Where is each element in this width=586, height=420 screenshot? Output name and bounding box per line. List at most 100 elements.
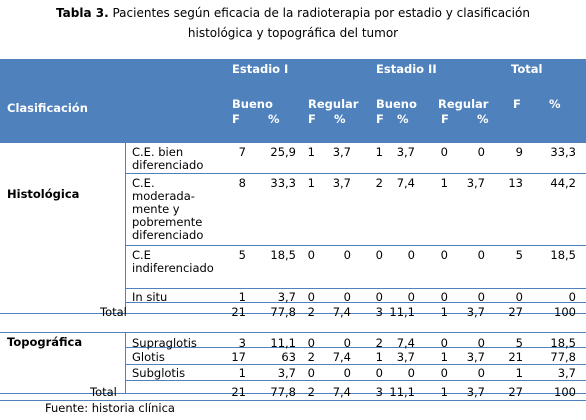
- table-cell: 0: [307, 366, 315, 380]
- table-cell: 63: [281, 350, 296, 364]
- table-cell: 11,1: [389, 305, 415, 319]
- table-cell: 7,4: [396, 176, 415, 190]
- table-cell: 27: [508, 385, 523, 399]
- table-cell: 5: [515, 248, 523, 262]
- header-f-4: F: [441, 112, 449, 126]
- table-cell: 7,4: [332, 305, 351, 319]
- caption-label: Tabla 3.: [56, 6, 109, 20]
- table-cell: 18,5: [270, 248, 296, 262]
- table-cell: 0: [375, 290, 383, 304]
- divider-horizontal: [125, 173, 586, 174]
- table-cell: 2: [307, 385, 315, 399]
- table-cell: 2: [307, 305, 315, 319]
- header-bueno-2: Bueno: [376, 97, 417, 111]
- table-cell: 0: [568, 290, 576, 304]
- table-cell: 0: [407, 366, 415, 380]
- table-cell: 0: [407, 248, 415, 262]
- row-label-line: Subglotis: [132, 366, 186, 380]
- table-cell: 33,3: [550, 145, 576, 159]
- divider-horizontal: [0, 400, 586, 401]
- table-cell: 3,7: [466, 305, 485, 319]
- row-label-line: Supraglotis: [132, 336, 197, 350]
- table-cell: 0: [343, 290, 351, 304]
- table-cell: 0: [515, 290, 523, 304]
- table-cell: 0: [477, 290, 485, 304]
- table-cell: 21: [231, 385, 246, 399]
- table-cell: 5: [515, 336, 523, 350]
- table-cell: 3,7: [396, 145, 415, 159]
- row-label: Total: [90, 386, 117, 399]
- header-f-2: F: [308, 112, 316, 126]
- table-cell: 0: [440, 366, 448, 380]
- group-histologica: Histológica: [7, 187, 80, 201]
- table-cell: 3,7: [557, 366, 576, 380]
- header-f-1: F: [232, 112, 240, 126]
- row-label-line: C.E.: [132, 176, 155, 190]
- row-label: C.E. moderada-mente y pobremente diferencia…: [132, 177, 203, 242]
- row-label-line: diferenciado: [132, 228, 204, 242]
- divider-horizontal: [0, 332, 586, 333]
- row-label-line: C.E: [132, 248, 151, 262]
- caption-text: Pacientes según eficacia de la radiotera…: [108, 6, 530, 20]
- header-f-3: F: [376, 112, 384, 126]
- table-cell: 0: [477, 336, 485, 350]
- divider-horizontal: [0, 142, 586, 143]
- table-cell: 0: [307, 290, 315, 304]
- table-cell: 0: [477, 366, 485, 380]
- row-label: Subglotis: [132, 367, 185, 380]
- table-cell: 3: [238, 336, 246, 350]
- table-cell: 17: [231, 350, 246, 364]
- table-cell: 1: [375, 350, 383, 364]
- row-label-line: indiferenciado: [132, 261, 214, 275]
- row-label-line: Total: [100, 305, 127, 319]
- table-cell: 33,3: [270, 176, 296, 190]
- table-cell: 3,7: [277, 366, 296, 380]
- table-cell: 3: [375, 305, 383, 319]
- row-label: Glotis: [132, 351, 165, 364]
- table-cell: 77,8: [270, 305, 296, 319]
- table-caption: Tabla 3. Pacientes según eficacia de la …: [0, 3, 586, 43]
- group-topografica: Topográfica: [7, 335, 83, 349]
- table-header: Estadio I Estadio II Total Clasificación…: [0, 59, 586, 142]
- table-cell: 0: [375, 366, 383, 380]
- table-cell: 0: [440, 248, 448, 262]
- table-cell: 0: [407, 290, 415, 304]
- divider-horizontal: [125, 364, 586, 365]
- row-label-line: mente y: [132, 202, 180, 216]
- table-cell: 3: [375, 385, 383, 399]
- table-cell: 0: [440, 336, 448, 350]
- table-cell: 0: [440, 145, 448, 159]
- table-cell: 7: [238, 145, 246, 159]
- divider-horizontal: [125, 380, 586, 381]
- table-cell: 1: [375, 145, 383, 159]
- divider-vertical: [125, 332, 126, 393]
- header-pct-4: %: [477, 112, 489, 126]
- divider-horizontal: [125, 302, 586, 303]
- row-label-line: C.E. bien: [132, 145, 184, 159]
- table-cell: 77,8: [270, 385, 296, 399]
- table-cell: 100: [554, 385, 576, 399]
- table-cell: 18,5: [550, 336, 576, 350]
- divider-horizontal: [0, 313, 586, 314]
- table-cell: 1: [307, 145, 315, 159]
- table-cell: 21: [508, 350, 523, 364]
- row-label: In situ: [132, 291, 167, 304]
- table-cell: 3,7: [466, 385, 485, 399]
- table-cell: 0: [307, 336, 315, 350]
- table-cell: 27: [508, 305, 523, 319]
- row-label-line: moderada-: [132, 189, 195, 203]
- header-bueno-1: Bueno: [232, 97, 273, 111]
- header-clasificacion: Clasificación: [7, 101, 88, 115]
- table-cell: 3,7: [396, 350, 415, 364]
- table-cell: 1: [440, 350, 448, 364]
- row-label-line: Total: [90, 385, 117, 399]
- row-label: C.E indiferenciado: [132, 249, 214, 275]
- table-cell: 7,4: [396, 336, 415, 350]
- header-estadio-1: Estadio I: [232, 62, 289, 76]
- divider-horizontal: [125, 245, 586, 246]
- table-cell: 0: [343, 248, 351, 262]
- table-cell: 11,1: [389, 385, 415, 399]
- header-regular-2: Regular: [438, 97, 489, 111]
- table-cell: 1: [440, 385, 448, 399]
- table-cell: 0: [477, 248, 485, 262]
